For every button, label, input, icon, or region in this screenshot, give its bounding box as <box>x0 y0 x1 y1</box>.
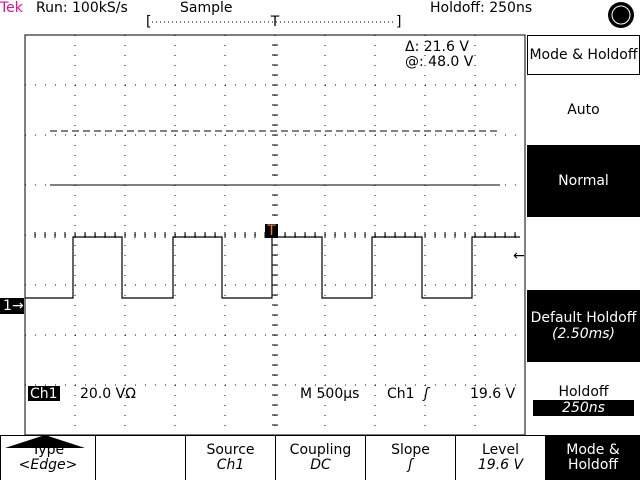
item-value: 19.6 V <box>477 457 524 473</box>
item-detail: 250ns <box>533 400 634 416</box>
side-menu-item: Auto <box>527 80 640 140</box>
trigger-marker: T <box>266 223 276 239</box>
cursor-delta: Δ: 21.6 V <box>405 39 469 55</box>
holdoff-status: Holdoff: 250ns <box>430 0 532 16</box>
bottom-menu-item: Source Ch1 <box>185 435 275 480</box>
item-label: Normal <box>558 173 609 189</box>
bottom-menu-empty <box>95 435 185 480</box>
item-label: Holdoff <box>558 384 609 400</box>
acq-status: Run: 100kS/s <box>36 0 128 16</box>
cursor-at: @: 48.0 V <box>405 54 474 70</box>
item-value: ʃ <box>408 457 413 473</box>
item-label: Type <box>31 442 65 458</box>
trigger-slope: ʃ <box>422 386 431 402</box>
side-menu-title: Mode & Holdoff <box>527 35 640 75</box>
channel-readout-box <box>28 386 60 401</box>
timebase: M 500µs <box>300 386 359 402</box>
item-detail: (2.50ms) <box>551 326 616 342</box>
item-label: Auto <box>567 102 600 118</box>
item-label: Mode & Holdoff <box>566 442 620 473</box>
bottom-menu-item: Type <Edge> <box>0 435 95 480</box>
trigger-level: 19.6 V <box>470 386 516 402</box>
item-label: Default Holdoff <box>530 310 637 326</box>
menu-pointer <box>5 435 85 448</box>
trigger-source: Ch1 <box>387 386 415 402</box>
status-ring <box>611 5 631 25</box>
item-label: Level <box>482 442 519 458</box>
side-menu-item: Normal <box>527 145 640 217</box>
bottom-menu-item: Slope ʃ <box>365 435 455 480</box>
item-value: <Edge> <box>18 457 78 473</box>
vertical-scale: 20.0 VΩ <box>80 386 136 402</box>
item-label: Slope <box>391 442 430 458</box>
channel-arrow: → <box>12 298 24 314</box>
channel-readout: Ch1 <box>30 386 58 402</box>
bracket: [ <box>146 14 151 30</box>
item-value: DC <box>310 457 331 473</box>
waveform <box>25 236 520 299</box>
channel-marker: 1 <box>3 298 12 314</box>
level-arrow: ← <box>513 248 525 264</box>
bottom-menu-item: Level 19.6 V <box>455 435 545 480</box>
trigger-position: T <box>270 14 280 30</box>
bottom-menu-item: Coupling DC <box>275 435 365 480</box>
acq-mode: Sample <box>180 0 233 16</box>
brand: Tek <box>0 0 24 16</box>
bracket: ] <box>396 14 401 30</box>
side-menu-item: Holdoff 250ns <box>527 375 640 425</box>
side-menu-item: Default Holdoff (2.50ms) <box>527 290 640 362</box>
item-label: Coupling <box>289 442 352 458</box>
bottom-menu-item: Mode & Holdoff <box>545 435 640 480</box>
side-menu-title-text: Mode & Holdoff <box>529 47 638 63</box>
item-label: Source <box>206 442 255 458</box>
channel-marker-box <box>0 298 24 314</box>
item-value: Ch1 <box>216 457 245 473</box>
trigger-marker-box <box>265 224 278 238</box>
trigger-position-bar: [ ] T <box>146 14 401 30</box>
